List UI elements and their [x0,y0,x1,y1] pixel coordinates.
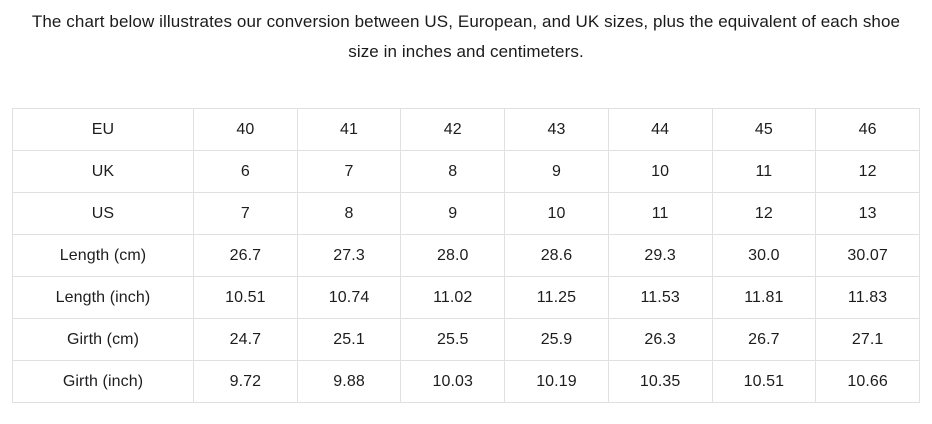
table-cell: 8 [400,150,506,193]
table-row: Girth (inch) 9.72 9.88 10.03 10.19 10.35 10.51… [12,360,920,403]
row-label: UK [12,150,194,193]
table-cell: 8 [296,192,402,235]
table-cell: 26.7 [711,318,817,361]
table-row: US 7 8 9 10 11 12 13 [12,192,920,235]
table-cell: 28.6 [504,234,609,277]
table-cell: 27.1 [815,318,920,361]
table-cell: 11.83 [815,276,920,319]
table-cell: 13 [815,192,920,235]
table-cell: 10 [607,150,713,193]
row-label: Girth (inch) [12,360,194,403]
row-label: Girth (cm) [12,318,194,361]
row-label: US [12,192,194,235]
table-row: EU 40 41 42 43 44 45 46 [12,108,920,151]
table-cell: 44 [607,108,713,151]
table-cell: 11.81 [711,276,817,319]
table-cell: 11 [607,192,713,235]
table-cell: 10.19 [504,360,609,403]
table-row: Girth (cm) 24.7 25.1 25.5 25.9 26.3 26.7 27.1 [12,318,920,361]
table-cell: 9 [504,150,609,193]
table-cell: 28.0 [400,234,506,277]
table-cell: 46 [815,108,920,151]
table-cell: 7 [296,150,402,193]
table-cell: 11 [711,150,817,193]
table-row: UK 6 7 8 9 10 11 12 [12,150,920,193]
table-cell: 10.66 [815,360,920,403]
table-cell: 7 [193,192,298,235]
table-cell: 26.7 [193,234,298,277]
table-cell: 25.5 [400,318,506,361]
table-cell: 9.72 [193,360,298,403]
table-cell: 24.7 [193,318,298,361]
table-cell: 29.3 [607,234,713,277]
table-cell: 6 [193,150,298,193]
row-label: Length (inch) [12,276,194,319]
table-row: Length (inch) 10.51 10.74 11.02 11.25 11.53 11… [12,276,920,319]
table-cell: 25.1 [296,318,402,361]
table-cell: 12 [815,150,920,193]
table-cell: 11.02 [400,276,506,319]
table-cell: 30.07 [815,234,920,277]
table-cell: 9 [400,192,506,235]
table-cell: 10.51 [193,276,298,319]
table-cell: 10.51 [711,360,817,403]
table-caption: The chart below illustrates our conversi… [31,12,901,61]
table-cell: 40 [193,108,298,151]
table-cell: 10 [504,192,609,235]
table-cell: 41 [296,108,402,151]
table-cell: 10.35 [607,360,713,403]
row-label: EU [12,108,194,151]
table-cell: 30.0 [711,234,817,277]
table-row: Length (cm) 26.7 27.3 28.0 28.6 29.3 30.0 30.07 [12,234,920,277]
table-cell: 10.03 [400,360,506,403]
table-cell: 9.88 [296,360,402,403]
table-cell: 27.3 [296,234,402,277]
table-cell: 26.3 [607,318,713,361]
table-cell: 25.9 [504,318,609,361]
row-label: Length (cm) [12,234,194,277]
table-cell: 45 [711,108,817,151]
size-conversion-table: EU 40 41 42 43 44 45 46 UK 6 7 8 9 10 11 12 US 7 8 9 10 11 12 1… [12,108,920,403]
table-cell: 43 [504,108,609,151]
table-cell: 10.74 [296,276,402,319]
table-cell: 42 [400,108,506,151]
table-cell: 11.25 [504,276,609,319]
table-cell: 11.53 [607,276,713,319]
table-cell: 12 [711,192,817,235]
